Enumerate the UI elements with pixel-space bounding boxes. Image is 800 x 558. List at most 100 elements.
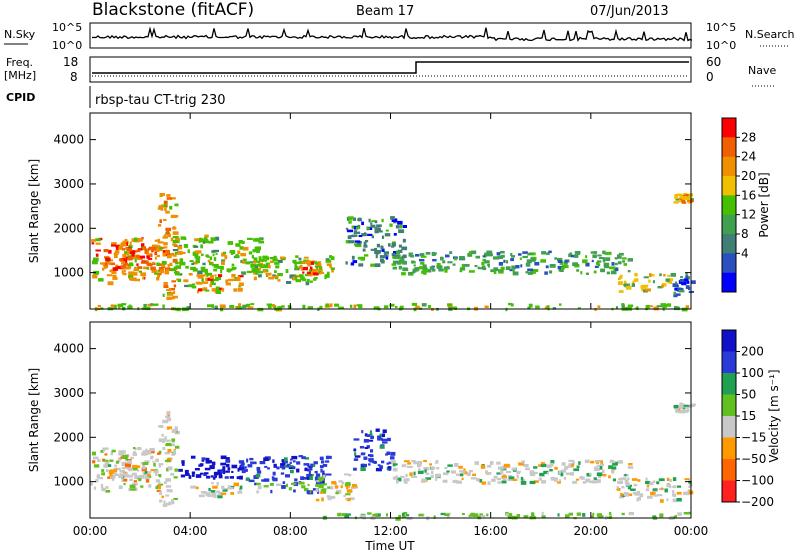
data-cell (267, 467, 270, 470)
data-cell (523, 515, 529, 518)
data-cell (307, 263, 311, 267)
data-cell (212, 485, 218, 489)
data-cell (392, 260, 397, 264)
data-cell (322, 470, 325, 474)
data-cell (173, 497, 178, 500)
data-cell (569, 252, 572, 255)
colorbar-tick-label: −100 (741, 474, 774, 488)
data-cell (223, 251, 227, 254)
data-cell (351, 484, 357, 488)
data-cell (530, 258, 536, 262)
data-cell (645, 488, 650, 492)
data-cell (411, 476, 417, 478)
data-cell (124, 238, 128, 242)
data-cell (220, 462, 227, 466)
data-cell (100, 450, 104, 453)
data-cell (493, 270, 497, 275)
data-cell (164, 459, 171, 462)
colorbar-segment (722, 195, 736, 216)
data-cell (468, 270, 475, 273)
data-cell (461, 470, 466, 474)
data-cell (377, 435, 381, 440)
data-cell (164, 270, 170, 275)
data-cell (147, 257, 153, 260)
data-cell (643, 276, 649, 279)
data-cell (590, 251, 597, 254)
data-cell (658, 478, 665, 482)
data-cell (690, 403, 696, 406)
data-cell (95, 479, 99, 483)
data-cell (238, 275, 244, 278)
data-cell (679, 405, 683, 409)
data-cell (158, 267, 164, 271)
data-cell (572, 460, 575, 465)
data-cell (298, 265, 303, 269)
data-cell (538, 477, 542, 481)
data-cell (425, 477, 432, 480)
data-cell (183, 279, 189, 283)
data-cell (105, 469, 109, 473)
data-cell (137, 248, 143, 251)
data-cell (318, 484, 324, 489)
data-cell (263, 485, 269, 488)
data-cell (669, 479, 672, 483)
data-cell (381, 460, 385, 464)
data-cell (272, 274, 276, 277)
data-cell (258, 262, 263, 265)
data-cell (246, 270, 253, 274)
data-cell (221, 252, 226, 257)
data-cell (231, 464, 238, 469)
data-cell (391, 263, 397, 266)
data-cell (487, 464, 492, 468)
data-cell (166, 269, 169, 273)
data-cell (309, 272, 315, 276)
data-cell (364, 447, 369, 449)
data-cell (611, 466, 617, 470)
data-cell (156, 277, 160, 281)
data-cell (162, 293, 165, 297)
data-cell (385, 229, 389, 232)
data-cell (546, 472, 549, 475)
data-cell (430, 466, 436, 470)
data-cell (187, 249, 190, 254)
data-cell (253, 257, 258, 261)
data-cell (511, 467, 517, 471)
data-cell (431, 253, 436, 256)
data-cell (664, 488, 668, 493)
data-cell (237, 276, 240, 280)
data-cell (570, 254, 577, 258)
data-cell (238, 282, 244, 287)
data-cell (209, 256, 213, 261)
data-cell (137, 238, 143, 242)
data-cell (505, 260, 509, 264)
data-cell (205, 459, 211, 464)
data-cell (631, 283, 635, 287)
data-cell (101, 472, 105, 476)
data-cell (117, 303, 124, 308)
data-cell (680, 276, 683, 279)
data-cell (188, 273, 193, 276)
data-cell (294, 263, 297, 268)
data-cell (268, 457, 271, 461)
data-cell (269, 256, 276, 260)
data-cell (402, 238, 406, 243)
data-cell (204, 467, 211, 471)
data-cell (246, 477, 250, 481)
data-cell (248, 479, 255, 483)
data-cell (621, 494, 626, 497)
data-cell (274, 276, 279, 280)
data-cell (242, 258, 247, 261)
data-cell (229, 305, 235, 308)
data-cell (521, 460, 525, 464)
data-cell (307, 476, 313, 480)
x-tick-label: 00:00 (73, 524, 108, 538)
data-cell (528, 252, 533, 255)
data-cell (96, 475, 100, 479)
data-cell (194, 250, 198, 253)
data-cell (113, 304, 117, 309)
data-cell (675, 198, 679, 201)
data-cell (241, 271, 247, 275)
data-cell (253, 260, 257, 264)
data-cell (600, 463, 604, 467)
data-cell (233, 278, 237, 281)
